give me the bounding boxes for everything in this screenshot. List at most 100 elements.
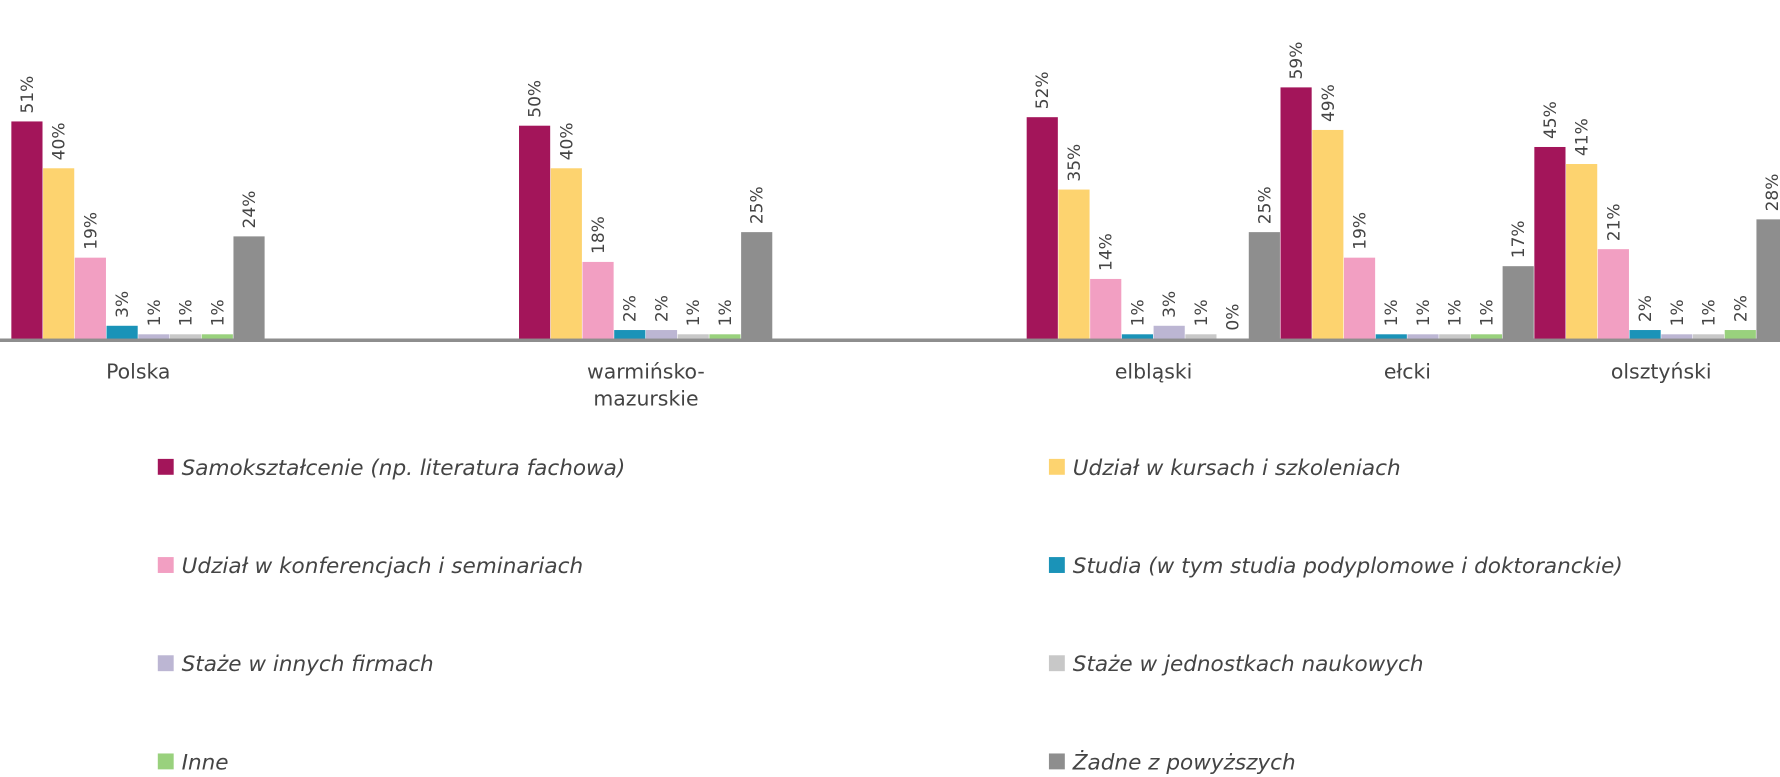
bar [1439, 334, 1471, 339]
bar [1724, 330, 1756, 339]
bar [1470, 334, 1503, 339]
value-label: 1% [716, 299, 736, 326]
bar [677, 334, 709, 339]
x-tick-label: Polska [106, 359, 170, 383]
legend-swatch [1048, 753, 1065, 770]
legend-swatch [157, 655, 174, 672]
bar [1692, 334, 1725, 339]
bar [1661, 334, 1693, 339]
x-tick-label: elbląski [1115, 359, 1193, 383]
bar [645, 330, 678, 339]
value-label: 17% [1509, 220, 1529, 258]
value-label: 35% [1065, 144, 1085, 182]
bar [1502, 266, 1534, 339]
bar [519, 125, 551, 339]
value-label: 14% [1097, 233, 1117, 271]
value-label: 49% [1319, 84, 1339, 122]
bar [1566, 164, 1598, 339]
bar [201, 334, 233, 339]
legend-label: Staże w jednostkach naukowych [1073, 652, 1424, 677]
value-label: 1% [145, 299, 165, 326]
bar [1280, 87, 1312, 339]
value-label: 1% [1700, 299, 1720, 326]
x-tick-label: olsztyński [1611, 359, 1712, 383]
legend-label: Samokształcenie (np. literatura fachowa) [182, 456, 626, 481]
value-label: 1% [1446, 299, 1466, 326]
value-label: 19% [1351, 212, 1371, 250]
legend-label: Inne [182, 750, 229, 775]
bar [741, 232, 773, 339]
bar [1756, 219, 1780, 339]
bar [11, 121, 43, 339]
value-label: 2% [621, 295, 641, 322]
bar [233, 236, 265, 339]
legend-label: Udział w konferencjach i seminariach [182, 554, 583, 579]
value-label: 50% [526, 80, 546, 118]
value-label: 2% [1731, 295, 1751, 322]
value-label: 18% [589, 216, 609, 254]
value-label: 40% [50, 122, 70, 160]
value-label: 19% [81, 212, 101, 250]
bar [1534, 146, 1566, 339]
legend-swatch [1048, 655, 1065, 672]
value-label: 1% [1668, 299, 1688, 326]
legend-swatch [1048, 557, 1065, 573]
bar [43, 168, 75, 339]
bar [1375, 334, 1407, 339]
value-label: 40% [557, 122, 577, 160]
legend-label: Staże w innych firmach [182, 652, 434, 677]
value-label: 59% [1287, 42, 1307, 80]
value-label: 1% [1477, 299, 1497, 326]
bar [138, 334, 170, 339]
x-tick-label: warmińsko-mazurskie [587, 359, 705, 410]
bar [1090, 278, 1122, 339]
bar [1026, 117, 1058, 339]
bar [1407, 334, 1439, 339]
bar [1629, 330, 1661, 339]
legend-label: Żadne z powyższych [1072, 749, 1296, 775]
value-label: 1% [1192, 299, 1212, 326]
value-label: 1% [1414, 299, 1434, 326]
bar [1597, 249, 1629, 339]
value-label: 24% [240, 191, 260, 229]
bar [550, 168, 582, 339]
legend-swatch [157, 753, 174, 770]
x-tick-label: ełcki [1384, 359, 1431, 383]
bar [709, 334, 741, 339]
value-label: 3% [113, 291, 133, 318]
bar [1121, 334, 1154, 339]
value-label: 1% [1382, 299, 1402, 326]
value-label: 1% [684, 299, 704, 326]
value-label: 1% [177, 299, 197, 326]
value-label: 28% [1763, 174, 1780, 212]
value-label: 1% [1128, 299, 1148, 326]
value-label: 1% [208, 299, 228, 326]
value-label: 45% [1541, 101, 1561, 139]
bar [1058, 189, 1090, 339]
legend-label: Studia (w tym studia podyplomowe i dokto… [1073, 554, 1623, 579]
bar [582, 261, 614, 339]
value-label: 25% [1255, 186, 1275, 224]
value-label: 2% [652, 295, 672, 322]
bar [1312, 129, 1344, 339]
bar [1343, 257, 1376, 339]
bar [1248, 232, 1280, 339]
value-label: 3% [1160, 291, 1180, 318]
legend-label: Udział w kursach i szkoleniach [1073, 456, 1401, 481]
bar [614, 330, 646, 339]
bar [169, 334, 202, 339]
value-label: 52% [1033, 71, 1053, 109]
value-label: 51% [18, 76, 38, 114]
value-label: 21% [1604, 203, 1624, 241]
bar [1153, 325, 1185, 339]
bar [106, 325, 138, 339]
value-label: 2% [1636, 295, 1656, 322]
value-label: 0% [1224, 304, 1244, 331]
legend-swatch [157, 557, 174, 573]
bar [1185, 334, 1217, 339]
bar [74, 257, 106, 339]
value-label: 41% [1573, 118, 1593, 156]
legend-swatch [157, 458, 174, 475]
legend-swatch [1048, 458, 1065, 475]
